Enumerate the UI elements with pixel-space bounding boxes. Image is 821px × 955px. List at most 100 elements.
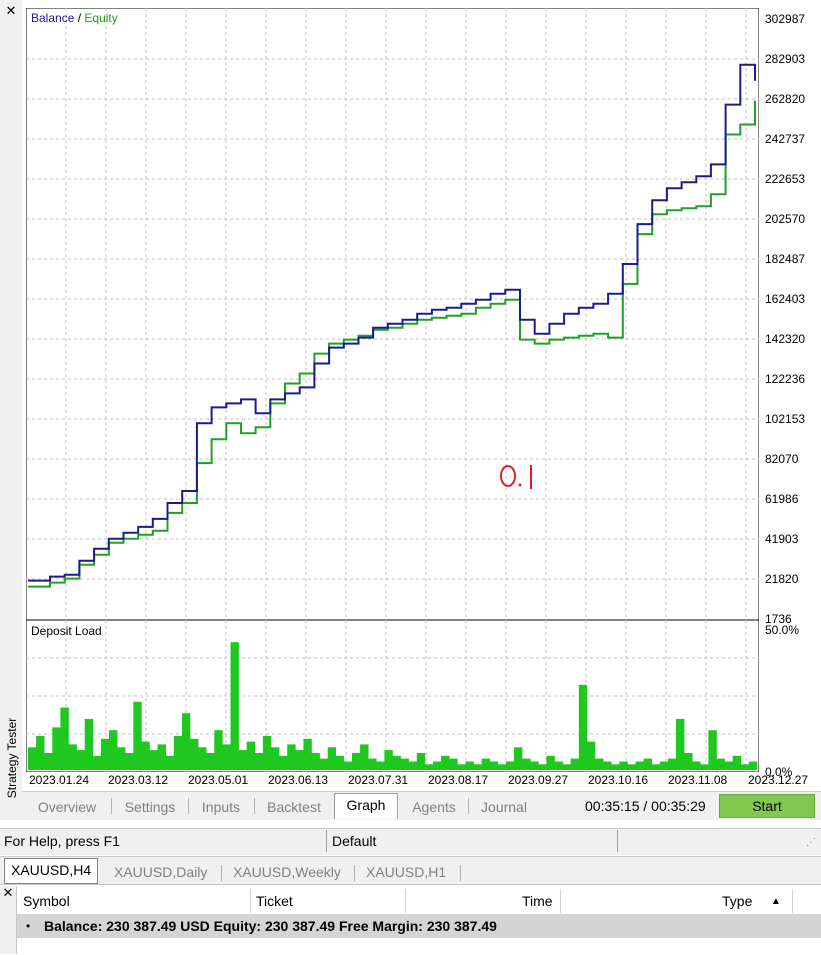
column-ticket[interactable]: Ticket [256, 893, 293, 909]
tab-settings[interactable]: Settings [124, 799, 176, 815]
deposit-load-bar [319, 758, 328, 770]
y-tick-label: 242737 [765, 132, 806, 146]
close-tester-icon[interactable]: ✕ [5, 3, 17, 18]
deposit-load-bar [125, 753, 134, 770]
balance-row[interactable] [17, 914, 821, 938]
deposit-load-bar [311, 753, 320, 770]
legend-balance: Balance [31, 11, 75, 25]
chart-tab-xauusd-h1[interactable]: XAUUSD,H1 [366, 864, 447, 880]
tab-agents[interactable]: Agents [412, 799, 456, 815]
deposit-load-bar [117, 747, 126, 770]
deposit-load-bar [279, 755, 288, 770]
tab-separator [254, 798, 255, 814]
tab-overview[interactable]: Overview [37, 799, 97, 815]
column-separator[interactable] [792, 889, 793, 913]
deposit-load-bar [554, 761, 563, 770]
y-tick-label: 82070 [765, 452, 799, 466]
column-separator[interactable] [250, 889, 251, 913]
deposit-load-bar [246, 741, 256, 770]
y-tick-label: 302987 [765, 12, 806, 26]
status-separator [617, 830, 618, 852]
deposit-y-max: 50.0% [765, 623, 800, 637]
chart-tab-separator [460, 865, 461, 881]
deposit-load-bar [530, 761, 539, 770]
y-tick-label: 21820 [765, 572, 799, 586]
chart-tab-xauusd-weekly[interactable]: XAUUSD,Weekly [233, 864, 341, 880]
deposit-y-min: 0.0% [765, 765, 793, 779]
chart-tab-separator [221, 865, 222, 881]
column-type[interactable]: Type [722, 893, 753, 909]
deposit-load-bar [708, 730, 717, 770]
y-tick-label: 202570 [765, 212, 806, 226]
chart-legend: Balance / Equity [31, 11, 118, 25]
deposit-load-bar [441, 755, 450, 770]
deposit-load-bar [400, 758, 409, 770]
deposit-load-bar [60, 707, 69, 770]
deposit-load-bar [424, 764, 434, 770]
deposit-load-bar [295, 750, 304, 770]
tab-separator [111, 798, 112, 814]
y-tick-label: 102153 [765, 412, 806, 426]
deposit-load-bar [76, 750, 85, 770]
y-tick-label: 162403 [765, 292, 806, 306]
tab-backtest[interactable]: Backtest [267, 799, 321, 815]
deposit-load-bar [230, 642, 239, 770]
deposit-load-bar [667, 758, 677, 770]
y-tick-label: 122236 [765, 372, 806, 386]
terminal-header [17, 888, 821, 915]
deposit-load-bar [100, 738, 110, 770]
x-tick-label: 2023.05.01 [188, 773, 249, 787]
deposit-load-bar [416, 753, 426, 770]
chart-tab-xauusd-h4[interactable]: XAUUSD,H4 [4, 858, 99, 884]
y-tick-label: 182487 [765, 252, 806, 266]
x-tick-label: 2023.10.16 [588, 773, 649, 787]
tab-journal[interactable]: Journal [481, 799, 527, 815]
deposit-load-bar [489, 761, 499, 770]
column-symbol[interactable]: Symbol [23, 893, 70, 909]
sort-arrow-icon[interactable]: ▲ [771, 896, 781, 907]
status-profile: Default [332, 833, 377, 849]
deposit-load-bar [595, 758, 604, 770]
balance-equity-chart [26, 8, 759, 620]
deposit-load-bar [206, 753, 215, 770]
deposit-load-bar [643, 758, 652, 770]
deposit-load-bar [732, 755, 742, 770]
close-terminal-icon[interactable]: ✕ [2, 885, 14, 900]
deposit-load-bar [165, 755, 175, 770]
deposit-load-bar [28, 747, 37, 770]
deposit-load-bar [514, 747, 523, 770]
deposit-load-bar [44, 753, 53, 770]
y-tick-label: 282903 [765, 52, 806, 66]
column-time[interactable]: Time [522, 893, 553, 909]
deposit-load-bar [578, 684, 588, 770]
deposit-load-bar [627, 764, 636, 770]
deposit-load-bar [611, 764, 620, 770]
elapsed-time: 00:35:15 / 00:35:29 [585, 798, 706, 814]
deposit-load-chart [26, 620, 759, 772]
tab-inputs[interactable]: Inputs [201, 799, 241, 815]
strategy-tester-label: Strategy Tester [5, 717, 19, 799]
balance-summary: Balance: 230 387.49 USD Equity: 230 387.… [44, 918, 497, 934]
deposit-load-bar [392, 755, 401, 770]
deposit-load-bar [586, 741, 596, 770]
deposit-load-bar [546, 755, 555, 770]
x-tick-label: 2023.09.27 [508, 773, 569, 787]
deposit-load-bar [481, 758, 490, 770]
deposit-load-bar [190, 738, 199, 770]
column-separator[interactable] [405, 889, 406, 913]
deposit-load-bar [352, 753, 361, 770]
tab-separator [468, 798, 469, 814]
deposit-load-bar [303, 738, 312, 770]
deposit-load-bar [408, 761, 418, 770]
tab-graph[interactable]: Graph [334, 793, 398, 819]
deposit-load-bar [676, 718, 685, 770]
deposit-load-bar [360, 744, 369, 770]
chart-tab-xauusd-daily[interactable]: XAUUSD,Daily [114, 864, 208, 880]
deposit-load-bar [740, 764, 750, 770]
deposit-load-bar [157, 744, 166, 770]
row-bullet-icon: • [26, 919, 31, 933]
deposit-load-bar [384, 750, 393, 770]
column-separator[interactable] [560, 889, 561, 913]
resize-grip-icon[interactable]: ⋰ [806, 837, 816, 848]
start-button[interactable]: Start [719, 794, 815, 818]
